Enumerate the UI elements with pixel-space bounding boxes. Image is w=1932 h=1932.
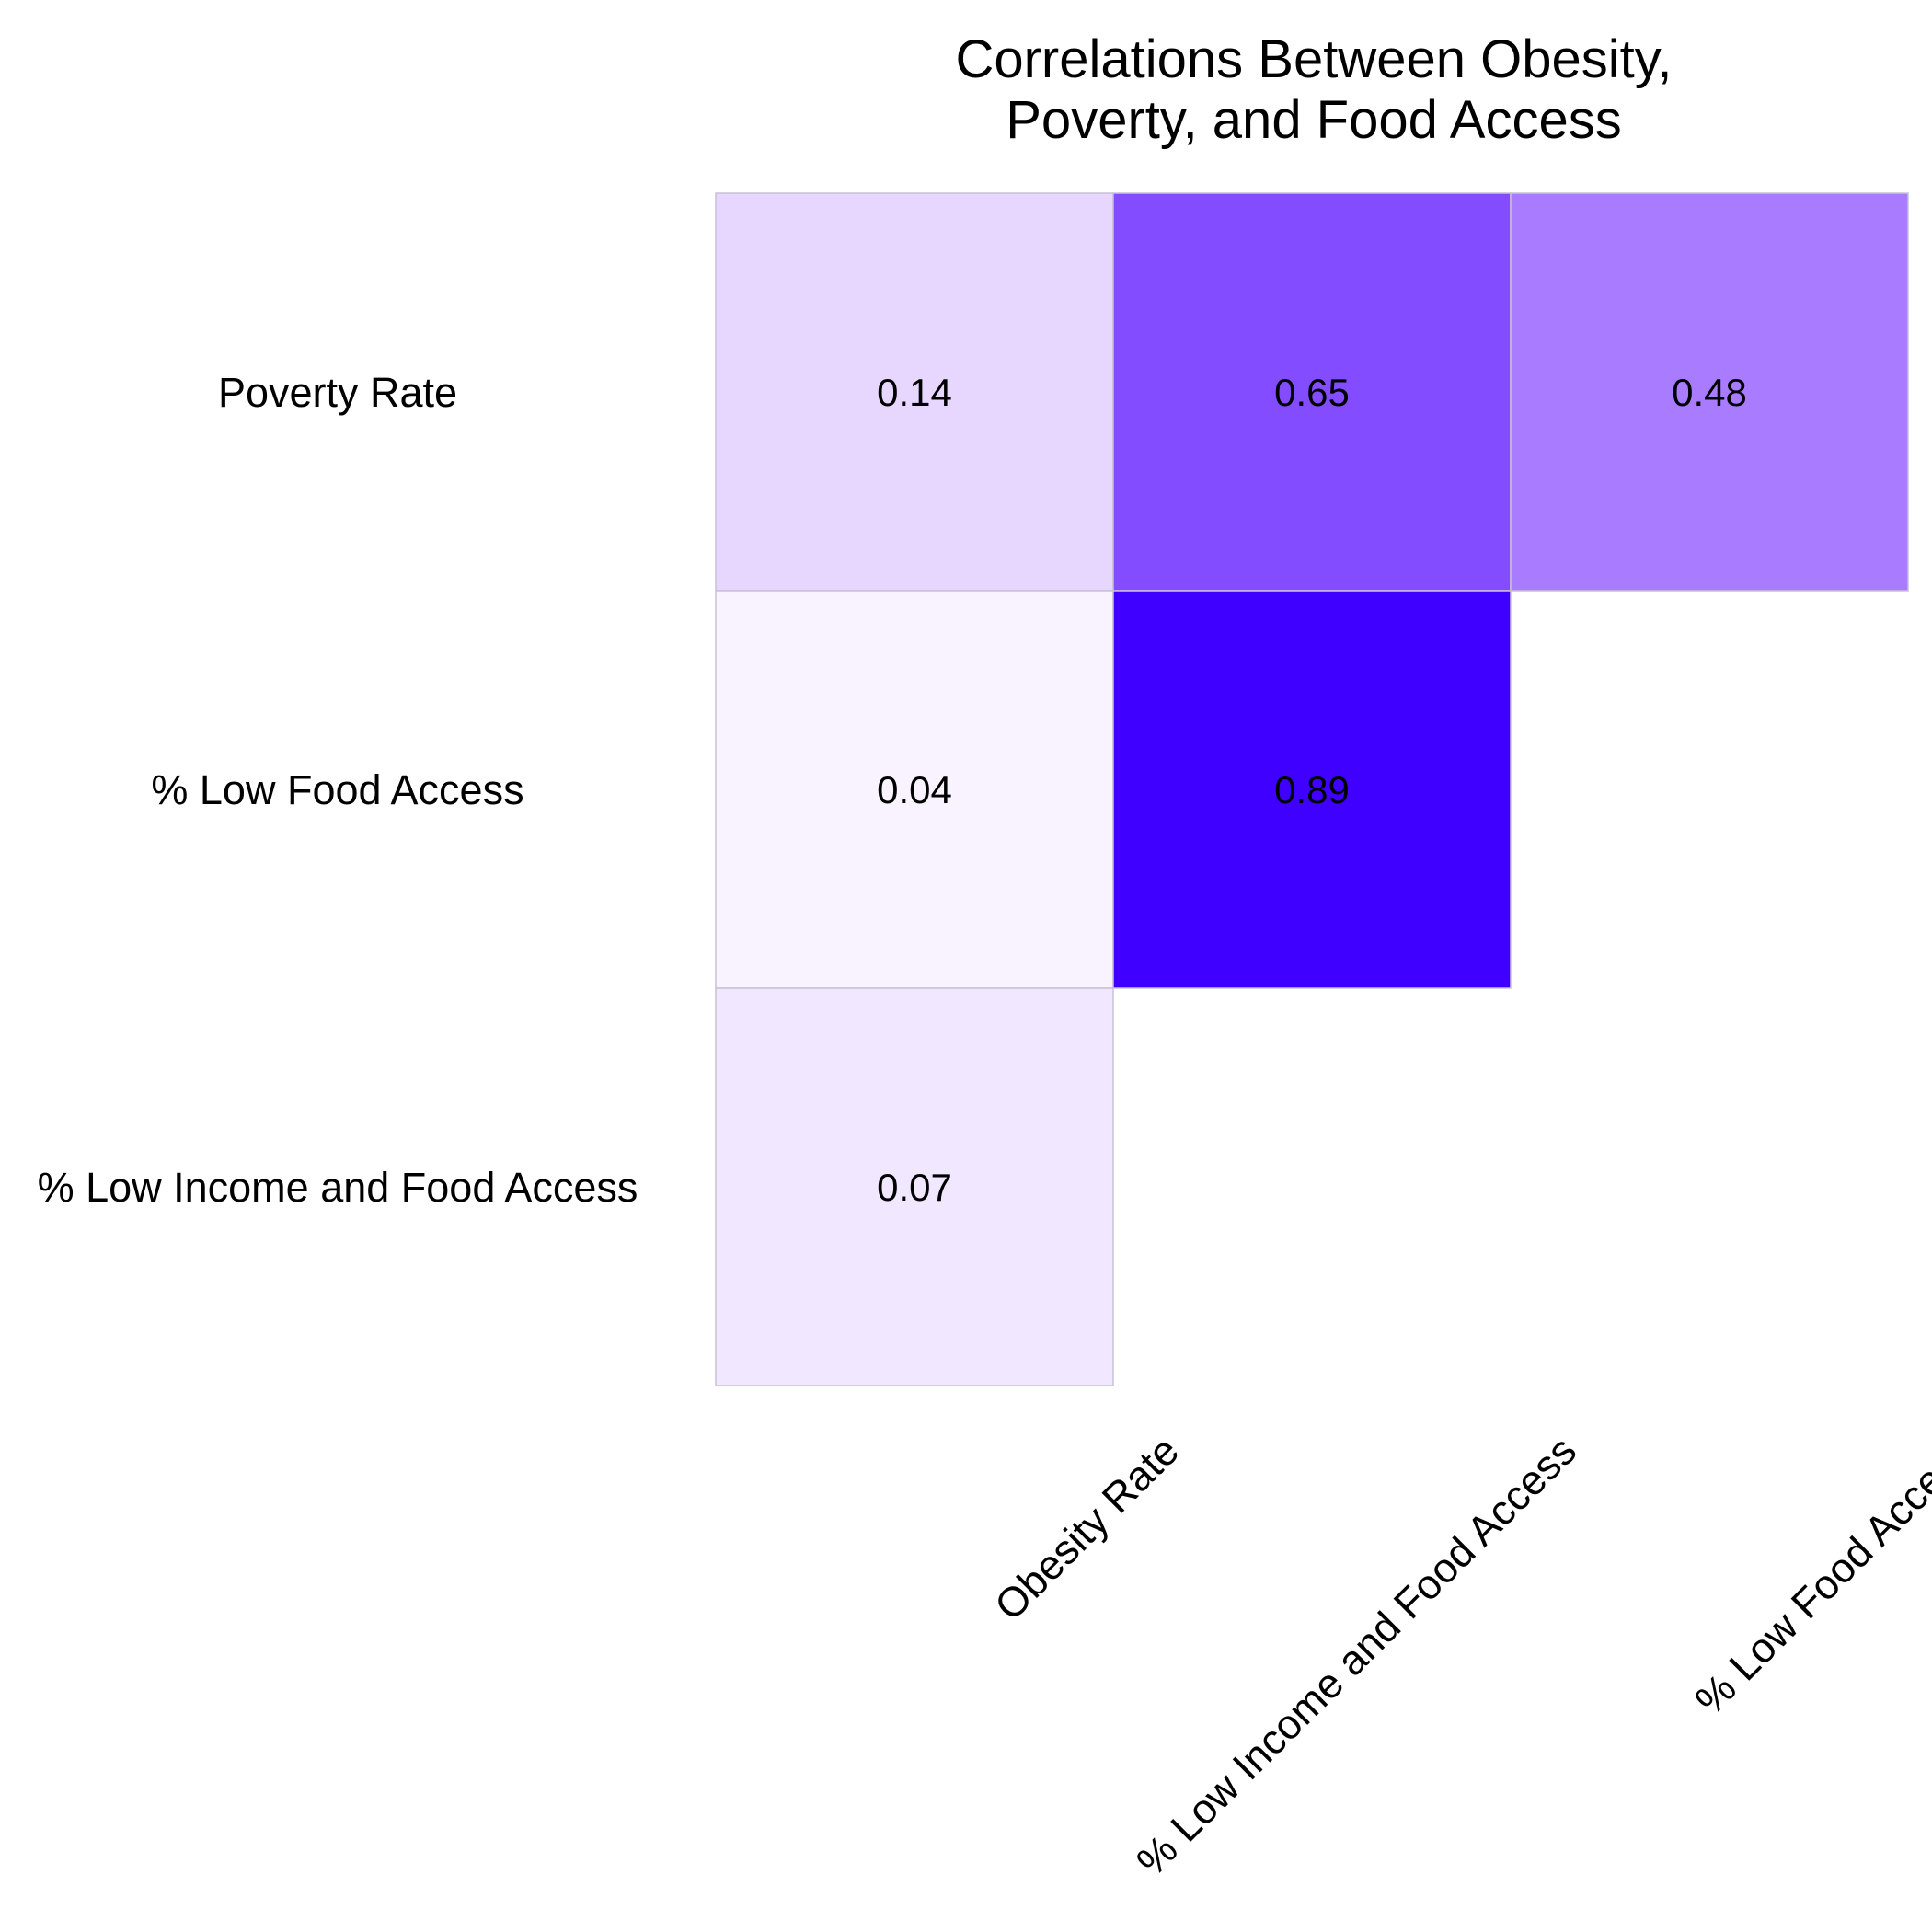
cell-value-label: 0.48 (1672, 371, 1747, 414)
row-labels: Poverty Rate % Low Food Access % Low Incom… (38, 369, 638, 1211)
column-labels: Obesity Rate% Low Income and Food Access… (985, 1427, 1932, 1885)
cell-value-label: 0.04 (877, 768, 952, 811)
heatmap-cell-r1-c1 (1112, 590, 1512, 989)
cell-value-label: 0.14 (877, 371, 952, 414)
cell-value-label: 0.89 (1274, 768, 1350, 811)
row-label: Poverty Rate (218, 369, 457, 416)
heatmap-cell-r0-c2 (1510, 192, 1909, 592)
heatmap-cell-r2-c0 (715, 987, 1114, 1386)
cell-value-label: 0.65 (1274, 371, 1350, 414)
heatmap-cell-r1-c0 (715, 590, 1114, 989)
row-label: % Low Income and Food Access (38, 1164, 638, 1211)
chart-title-line-2: Poverty, and Food Access (1006, 90, 1622, 150)
chart-title-line-1: Correlations Between Obesity, (955, 29, 1672, 89)
row-label: % Low Food Access (151, 766, 523, 813)
cell-value-label: 0.07 (877, 1166, 952, 1209)
heatmap-cell-r0-c1 (1112, 192, 1512, 592)
heatmap-cell-r0-c0 (715, 192, 1114, 592)
column-label: % Low Income and Food Access (1127, 1427, 1585, 1885)
column-label: % Low Food Access (1685, 1427, 1932, 1724)
column-label: Obesity Rate (985, 1427, 1188, 1629)
heatmap-cells: 0.14 0.65 0.48 0.04 0.89 0.07 (715, 192, 1909, 1386)
